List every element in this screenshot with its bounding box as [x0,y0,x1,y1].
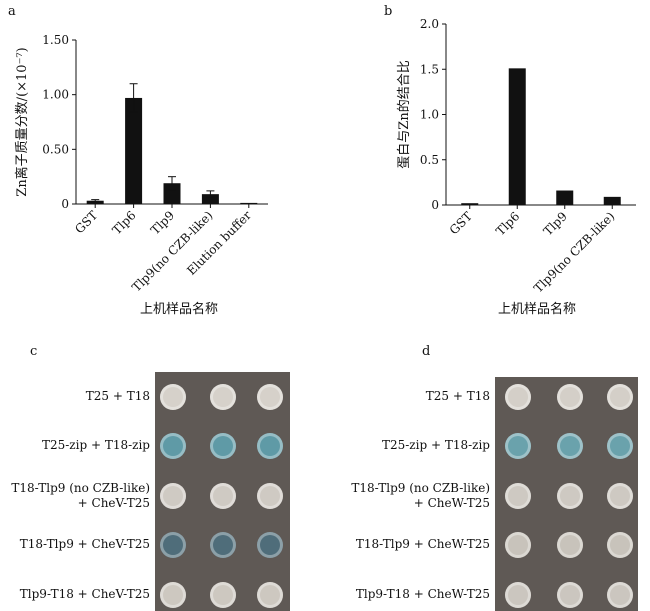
colony-spot [607,532,633,558]
colony-spot [557,483,583,509]
y-tick-label: 1.00 [42,88,69,102]
bar [201,194,219,204]
colony-spot [257,532,283,558]
colony-spot [505,483,531,509]
strain-label: T18-Tlp9 (no CZB-like) + CheW-T25 [351,481,490,510]
bar [508,68,526,205]
bar [603,196,621,205]
y-tick-label: 0.50 [42,142,69,156]
strain-label: T18-Tlp9 (no CZB-like) + CheV-T25 [11,481,150,510]
y-tick-label: 2.0 [420,17,439,31]
chart-a: 0 0.50 1.00 1.50 Zn离子质量分数/(×10⁻⁷) GST Tlp6 Tlp9… [14,33,268,294]
colony-spot [607,433,633,459]
bar [461,203,479,205]
colony-spot [607,483,633,509]
colony-spot [210,433,236,459]
chart-a-xlabel: 上机样品名称 [140,302,219,317]
colony-spot [160,433,186,459]
strain-label: T25-zip + T18-zip [381,438,490,452]
y-axis-label: Zn离子质量分数/(×10⁻⁷) [14,47,30,196]
y-tick-label: 0 [61,197,69,211]
panel-b-letter: b [384,4,393,19]
chart-b-xlabel: 上机样品名称 [498,302,577,317]
colony-spot [557,582,583,608]
bar [125,97,143,204]
colony-spot [607,582,633,608]
colony-spot [505,384,531,410]
colony-spot [210,532,236,558]
y-tick-label: 1.5 [420,62,439,76]
colony-spot [210,483,236,509]
colony-spot [557,433,583,459]
bar [163,183,181,204]
colony-spot [257,483,283,509]
colony-spot [160,582,186,608]
bar [240,202,258,204]
strain-label: Tlp9-T18 + CheW-T25 [355,587,490,601]
y-tick-label: 1.0 [420,108,439,122]
colony-spot [210,384,236,410]
x-tick-label: Tlp9 [541,209,570,238]
panel-a-letter: a [8,4,16,19]
colony-spot [160,384,186,410]
y-tick-label: 0.5 [420,153,439,167]
colony-spot [607,384,633,410]
x-tick-label: Tlp6 [110,208,139,237]
strain-label: T18-Tlp9 + CheW-T25 [355,537,490,551]
bar [556,190,574,205]
strain-label: T18-Tlp9 + CheV-T25 [19,537,150,551]
colony-spot [160,483,186,509]
colony-spot [505,433,531,459]
colony-spot [257,384,283,410]
x-tick-label: Tlp6 [493,209,522,238]
bar [86,200,104,204]
colony-spot [210,582,236,608]
y-tick-label: 1.50 [42,33,69,47]
colony-spot [505,582,531,608]
x-tick-label: GST [72,208,100,236]
y-axis-label: 蛋白与Zn的结合比 [396,60,412,168]
x-tick-label: Tlp9 [148,208,177,237]
strain-label: Tlp9-T18 + CheV-T25 [19,587,150,601]
panel-c-letter: c [30,344,38,359]
strain-label: T25 + T18 [425,389,490,403]
colony-spot [557,532,583,558]
colony-spot [557,384,583,410]
colony-spot [257,582,283,608]
colony-spot [160,532,186,558]
colony-spot [257,433,283,459]
y-tick-label: 0 [431,198,439,212]
panel-d-letter: d [422,344,431,359]
strain-label: T25 + T18 [85,389,150,403]
x-tick-label: GST [447,209,475,237]
x-tick-label: Tlp9(no CZB-like) [531,209,617,295]
strain-label: T25-zip + T18-zip [41,438,150,452]
colony-spot [505,532,531,558]
chart-b: 0 0.5 1.0 1.5 2.0 蛋白与Zn的结合比 GST Tlp6 Tlp9Tlp9(no… [396,17,636,295]
